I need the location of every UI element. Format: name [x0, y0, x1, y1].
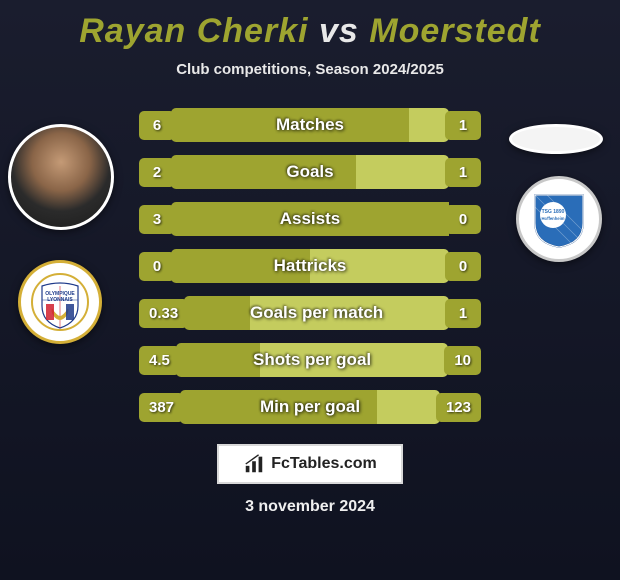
lyon-crest-icon: OLYMPIQUE LYONNAIS: [30, 272, 90, 332]
fctables-chart-icon: [243, 453, 265, 475]
stat-bar-right: [310, 249, 449, 283]
stat-bar-right: [250, 296, 449, 330]
stat-bar: Assists: [171, 202, 449, 236]
stat-value-left: 0.33: [139, 299, 188, 328]
stat-row: 2Goals1: [139, 155, 481, 189]
stat-bar-left: [171, 155, 356, 189]
stat-value-left: 0: [139, 252, 175, 281]
stat-value-left: 6: [139, 111, 175, 140]
stat-value-right: 10: [444, 346, 481, 375]
vs-text: vs: [319, 12, 359, 50]
stat-row: 387Min per goal123: [139, 390, 481, 424]
page-title: Rayan Cherki vs Moerstedt: [0, 12, 620, 51]
stat-row: 4.5Shots per goal10: [139, 343, 481, 377]
stat-bar-left: [171, 249, 310, 283]
header: Rayan Cherki vs Moerstedt Club competiti…: [0, 0, 620, 82]
stat-bar-left: [176, 343, 260, 377]
stat-value-right: 1: [445, 111, 481, 140]
stat-value-left: 387: [139, 393, 184, 422]
player2-avatar: [509, 124, 603, 154]
stat-value-right: 1: [445, 158, 481, 187]
stat-bar-left: [171, 108, 409, 142]
hoffenheim-crest-icon: TSG 1899 Hoffenheim: [527, 187, 591, 251]
stat-bar: Goals per match: [184, 296, 449, 330]
footer-brand-logo[interactable]: FcTables.com: [217, 444, 403, 484]
stat-value-right: 0: [445, 205, 481, 234]
stat-row: 3Assists0: [139, 202, 481, 236]
club-right-crest: TSG 1899 Hoffenheim: [516, 176, 602, 262]
stat-bar: Hattricks: [171, 249, 449, 283]
svg-text:LYONNAIS: LYONNAIS: [47, 297, 73, 303]
stat-row: 0.33Goals per match1: [139, 296, 481, 330]
stat-bar-right: [356, 155, 449, 189]
stat-bar: Goals: [171, 155, 449, 189]
stat-bar: Min per goal: [180, 390, 440, 424]
footer-brand-text: FcTables.com: [271, 455, 377, 473]
stat-bar-left: [184, 296, 250, 330]
footer-date: 3 november 2024: [0, 498, 620, 516]
stat-bar: Shots per goal: [176, 343, 448, 377]
stat-bar-left: [180, 390, 377, 424]
player1-avatar: [8, 124, 114, 230]
stat-value-right: 123: [436, 393, 481, 422]
stat-bar-left: [171, 202, 449, 236]
stat-bar-right: [377, 390, 440, 424]
stat-row: 0Hattricks0: [139, 249, 481, 283]
stat-value-left: 4.5: [139, 346, 180, 375]
svg-text:TSG 1899: TSG 1899: [542, 209, 565, 215]
stat-bar: Matches: [171, 108, 449, 142]
club-left-crest: OLYMPIQUE LYONNAIS: [18, 260, 102, 344]
stats-container: 6Matches12Goals13Assists00Hattricks00.33…: [139, 108, 481, 424]
stat-bar-right: [409, 108, 449, 142]
stat-value-right: 0: [445, 252, 481, 281]
stat-row: 6Matches1: [139, 108, 481, 142]
player1-name: Rayan Cherki: [79, 12, 308, 50]
stat-bar-right: [260, 343, 448, 377]
stat-value-left: 3: [139, 205, 175, 234]
player2-name: Moerstedt: [369, 12, 540, 50]
stat-value-left: 2: [139, 158, 175, 187]
stat-value-right: 1: [445, 299, 481, 328]
subtitle: Club competitions, Season 2024/2025: [0, 61, 620, 78]
